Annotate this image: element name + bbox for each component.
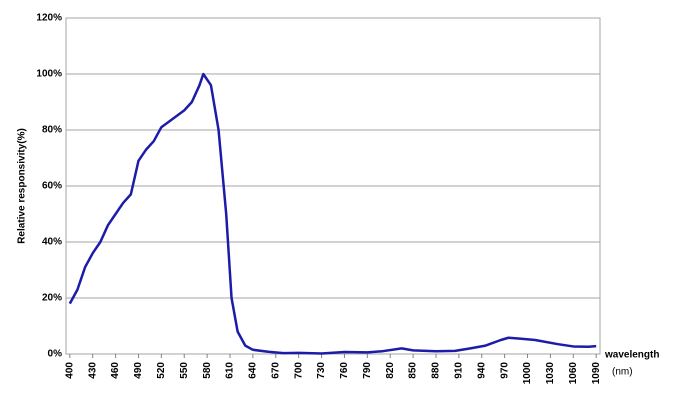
x-tick-label: 940 bbox=[476, 362, 487, 379]
y-tick-label: 120% bbox=[36, 13, 62, 24]
y-tick-label: 60% bbox=[42, 181, 62, 192]
x-tick-label: 1060 bbox=[568, 362, 579, 385]
x-tick-label: 790 bbox=[362, 362, 373, 379]
x-tick-label: 520 bbox=[156, 362, 167, 379]
x-tick-label: 1090 bbox=[591, 362, 602, 385]
x-tick-label: 640 bbox=[248, 362, 259, 379]
y-axis-label: Relative responsivity(%) bbox=[17, 128, 28, 244]
x-tick-label: 550 bbox=[179, 362, 190, 379]
y-tick-label: 40% bbox=[42, 237, 62, 248]
y-tick-label: 80% bbox=[42, 125, 62, 136]
x-tick-label: 460 bbox=[110, 362, 121, 379]
x-axis-unit: (nm) bbox=[612, 367, 633, 378]
x-tick-label: 970 bbox=[499, 362, 510, 379]
x-axis-label: wavelength bbox=[604, 350, 659, 361]
y-tick-label: 20% bbox=[42, 293, 62, 304]
x-tick-label: 430 bbox=[87, 362, 98, 379]
x-tick-label: 730 bbox=[316, 362, 327, 379]
x-tick-label: 880 bbox=[431, 362, 442, 379]
x-tick-label: 910 bbox=[454, 362, 465, 379]
x-tick-label: 1030 bbox=[545, 362, 556, 385]
data-line bbox=[68, 72, 597, 355]
y-tick-label: 100% bbox=[36, 69, 62, 80]
x-tick-label: 700 bbox=[293, 362, 304, 379]
x-tick-label: 1000 bbox=[522, 362, 533, 385]
x-tick-label: 760 bbox=[339, 362, 350, 379]
x-tick-label: 670 bbox=[270, 362, 281, 379]
x-tick-label: 850 bbox=[408, 362, 419, 379]
x-tick-label: 400 bbox=[64, 362, 75, 379]
x-tick-label: 580 bbox=[202, 362, 213, 379]
x-tick-label: 490 bbox=[133, 362, 144, 379]
x-tick-label: 820 bbox=[385, 362, 396, 379]
y-tick-label: 0% bbox=[48, 349, 63, 360]
x-tick-label: 610 bbox=[225, 362, 236, 379]
